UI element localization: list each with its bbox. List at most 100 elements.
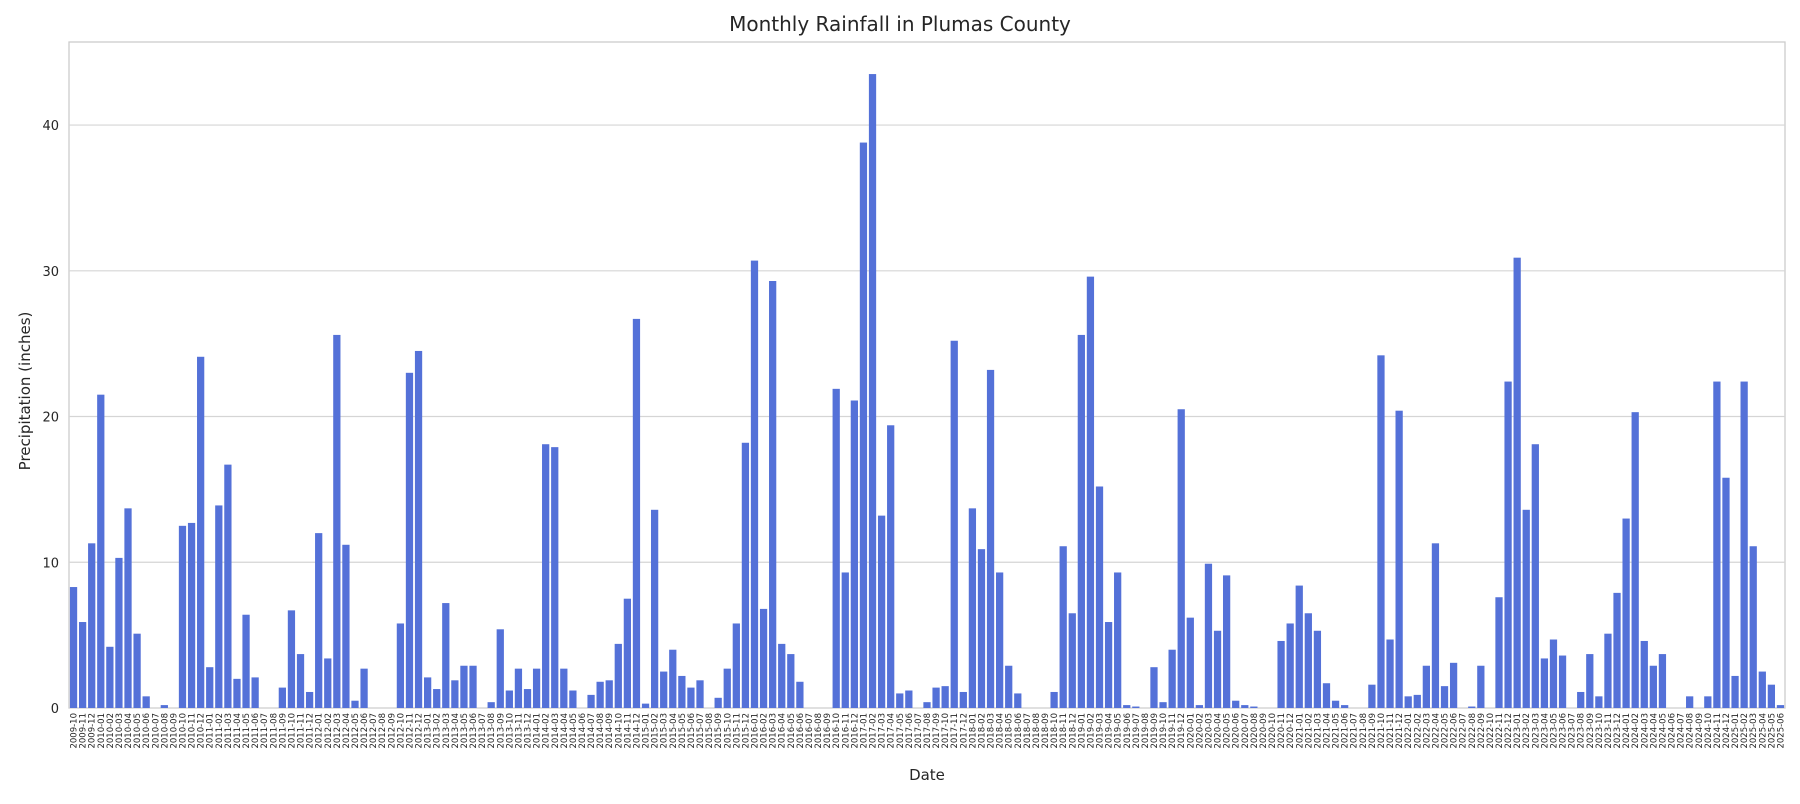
bar bbox=[487, 702, 495, 708]
bar bbox=[1086, 276, 1095, 708]
bar bbox=[1776, 705, 1785, 708]
x-tick-label: 2009-11 bbox=[79, 713, 89, 749]
bar bbox=[1549, 639, 1558, 708]
x-tick-label: 2013-03 bbox=[442, 713, 452, 749]
x-tick-label: 2014-07 bbox=[587, 713, 597, 749]
bar bbox=[741, 442, 750, 708]
bar bbox=[1404, 696, 1412, 708]
x-tick-label: 2017-06 bbox=[905, 713, 915, 749]
bar bbox=[1014, 693, 1022, 708]
bar bbox=[215, 505, 223, 708]
bar bbox=[278, 687, 286, 708]
x-tick-label: 2017-10 bbox=[941, 713, 951, 749]
bar bbox=[632, 318, 641, 708]
x-tick-label: 2023-05 bbox=[1549, 713, 1559, 749]
x-tick-label: 2017-05 bbox=[896, 713, 906, 749]
x-tick-label: 2019-03 bbox=[1096, 713, 1106, 749]
x-tick-label: 2013-01 bbox=[424, 713, 434, 749]
bar bbox=[78, 622, 87, 708]
bar bbox=[887, 425, 895, 708]
x-tick-label: 2022-02 bbox=[1413, 713, 1423, 749]
x-tick-label: 2019-07 bbox=[1132, 713, 1142, 749]
x-tick-label: 2024-05 bbox=[1658, 713, 1668, 749]
x-tick-label: 2016-10 bbox=[832, 713, 842, 749]
x-tick-label: 2011-10 bbox=[287, 713, 297, 749]
bar bbox=[1704, 696, 1712, 708]
x-tick-label: 2017-01 bbox=[859, 713, 869, 749]
bar bbox=[1395, 410, 1403, 708]
x-tick-label: 2023-06 bbox=[1559, 713, 1569, 749]
x-tick-label: 2012-09 bbox=[387, 713, 397, 749]
x-tick-label: 2019-06 bbox=[1123, 713, 1133, 749]
bar bbox=[1468, 706, 1476, 708]
x-tick-label: 2016-12 bbox=[850, 713, 860, 749]
x-tick-label: 2021-06 bbox=[1341, 713, 1351, 749]
bar bbox=[660, 671, 668, 708]
x-tick-label: 2016-09 bbox=[823, 713, 833, 749]
x-tick-label: 2020-06 bbox=[1232, 713, 1242, 749]
x-axis-ticks: 2009-10 2009-11 2009-12 2010-01 2010-02 2010-… bbox=[70, 713, 1787, 749]
x-tick-label: 2014-10 bbox=[614, 713, 624, 749]
bar bbox=[433, 689, 441, 708]
bar bbox=[769, 281, 777, 708]
x-tick-label: 2010-07 bbox=[151, 713, 161, 749]
x-tick-label: 2015-01 bbox=[642, 713, 652, 749]
x-tick-label: 2024-07 bbox=[1677, 713, 1687, 749]
bar bbox=[523, 689, 532, 708]
bar bbox=[1377, 355, 1385, 708]
x-tick-label: 2019-12 bbox=[1177, 713, 1187, 749]
x-tick-label: 2020-01 bbox=[1186, 713, 1196, 749]
x-tick-label: 2023-11 bbox=[1604, 713, 1614, 749]
x-tick-label: 2010-08 bbox=[160, 713, 170, 749]
bar bbox=[1186, 617, 1194, 708]
bar bbox=[1440, 686, 1449, 708]
bar bbox=[342, 544, 350, 708]
x-tick-label: 2020-08 bbox=[1250, 713, 1260, 749]
bar bbox=[197, 356, 205, 708]
x-tick-label: 2019-01 bbox=[1077, 713, 1087, 749]
bar bbox=[796, 681, 804, 708]
x-tick-label: 2024-06 bbox=[1668, 713, 1678, 749]
x-tick-label: 2010-06 bbox=[142, 713, 152, 749]
x-tick-label: 2013-07 bbox=[478, 713, 488, 749]
x-tick-label: 2019-08 bbox=[1141, 713, 1151, 749]
bar bbox=[1449, 662, 1458, 708]
bar bbox=[923, 702, 931, 708]
bar bbox=[1649, 665, 1657, 708]
x-tick-label: 2010-11 bbox=[188, 713, 198, 749]
bar bbox=[623, 598, 632, 708]
bar bbox=[1295, 585, 1303, 708]
bar bbox=[88, 543, 96, 708]
bar bbox=[1059, 546, 1067, 708]
bar bbox=[1341, 705, 1349, 708]
bar bbox=[759, 608, 768, 708]
bar bbox=[696, 680, 704, 708]
x-tick-label: 2015-08 bbox=[705, 713, 715, 749]
chart-title: Monthly Rainfall in Plumas County bbox=[729, 12, 1071, 36]
bar bbox=[1731, 675, 1739, 708]
bar bbox=[1604, 633, 1612, 708]
bar bbox=[1413, 694, 1421, 708]
x-tick-label: 2014-05 bbox=[569, 713, 579, 749]
bar bbox=[1250, 706, 1258, 708]
x-axis-label: Date bbox=[909, 766, 945, 784]
bar bbox=[296, 654, 305, 708]
x-tick-label: 2020-11 bbox=[1277, 713, 1287, 749]
x-tick-label: 2015-07 bbox=[696, 713, 706, 749]
y-tick-label: 0 bbox=[51, 702, 59, 717]
x-tick-label: 2022-05 bbox=[1441, 713, 1451, 749]
x-tick-label: 2022-07 bbox=[1459, 713, 1469, 749]
bar bbox=[551, 447, 559, 708]
bar bbox=[669, 649, 677, 708]
x-tick-label: 2021-08 bbox=[1359, 713, 1369, 749]
bar bbox=[1005, 665, 1013, 708]
bar bbox=[1558, 655, 1567, 708]
x-tick-label: 2018-05 bbox=[1005, 713, 1015, 749]
bar bbox=[160, 705, 168, 708]
bar bbox=[986, 369, 995, 708]
x-tick-label: 2024-04 bbox=[1649, 713, 1659, 749]
y-tick-label: 40 bbox=[42, 119, 59, 134]
bar bbox=[605, 680, 613, 708]
y-axis-label: Precipitation (inches) bbox=[16, 312, 34, 471]
x-tick-label: 2024-12 bbox=[1722, 713, 1732, 749]
